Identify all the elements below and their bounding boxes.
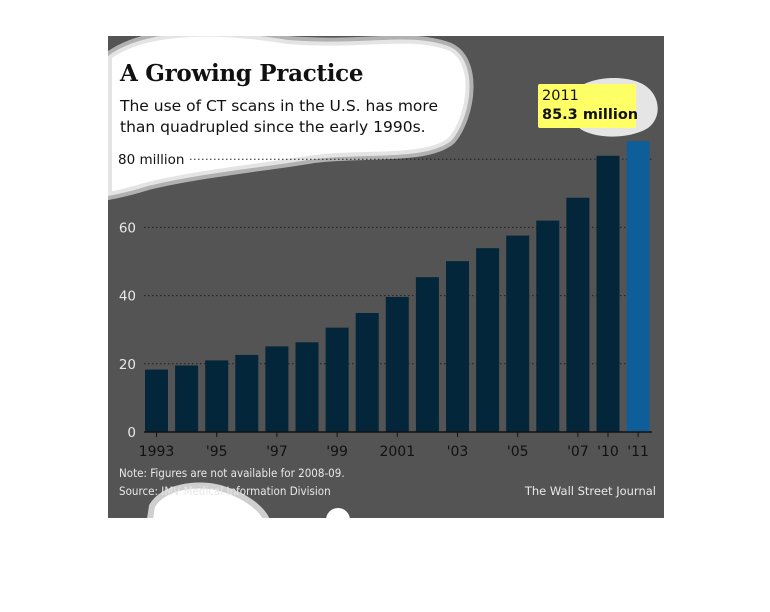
x-tick-label: '10 xyxy=(597,444,619,460)
chart-panel: 0 20 40 60 80 million 1993 '95 '97 '99 2001 '03 '05… xyxy=(108,36,664,518)
bar xyxy=(175,365,199,432)
x-tick-label: 1993 xyxy=(139,444,175,460)
bar xyxy=(446,261,469,432)
y-tick-label: 20 xyxy=(119,357,136,373)
bar xyxy=(205,360,229,432)
bar xyxy=(235,354,259,432)
bar xyxy=(355,312,379,432)
bar xyxy=(566,197,590,432)
chart-note: Note: Figures are not available for 2008… xyxy=(119,466,345,480)
bar xyxy=(295,342,319,432)
bar xyxy=(506,235,530,432)
bar xyxy=(596,155,620,432)
bar xyxy=(265,346,289,432)
bar xyxy=(325,327,349,432)
chart-subtitle: The use of CT scans in the U.S. has more… xyxy=(120,97,438,136)
x-tick-label: '11 xyxy=(627,444,649,460)
bar xyxy=(415,277,439,432)
annotation-value: 85.3 million xyxy=(542,107,639,123)
x-tick-label: '03 xyxy=(447,444,469,460)
y-tick-label: 40 xyxy=(119,289,136,305)
annotation-year: 2011 xyxy=(542,88,579,104)
bar xyxy=(536,220,560,432)
bar xyxy=(626,141,650,432)
y-tick-label: 80 million xyxy=(118,152,184,168)
bar xyxy=(385,296,409,432)
x-tick-label: '07 xyxy=(567,444,589,460)
x-tick-label: '99 xyxy=(326,444,348,460)
y-tick-label: 60 xyxy=(119,220,136,236)
chart-source: Source: IMV Medical Information Division xyxy=(119,484,331,498)
x-tick-label: '97 xyxy=(266,444,288,460)
bar xyxy=(476,248,500,432)
annotation-callout xyxy=(538,84,636,128)
x-tick-label: 2001 xyxy=(379,444,415,460)
x-tick-label: '95 xyxy=(206,444,228,460)
chart-credit: The Wall Street Journal xyxy=(524,484,656,498)
x-tick-label: '05 xyxy=(507,444,529,460)
bar-chart: 0 20 40 60 80 million 1993 '95 '97 '99 2001 '03 '05… xyxy=(118,141,652,460)
bar xyxy=(145,369,168,432)
chart-title: A Growing Practice xyxy=(120,60,364,87)
y-tick-label: 0 xyxy=(127,425,136,441)
